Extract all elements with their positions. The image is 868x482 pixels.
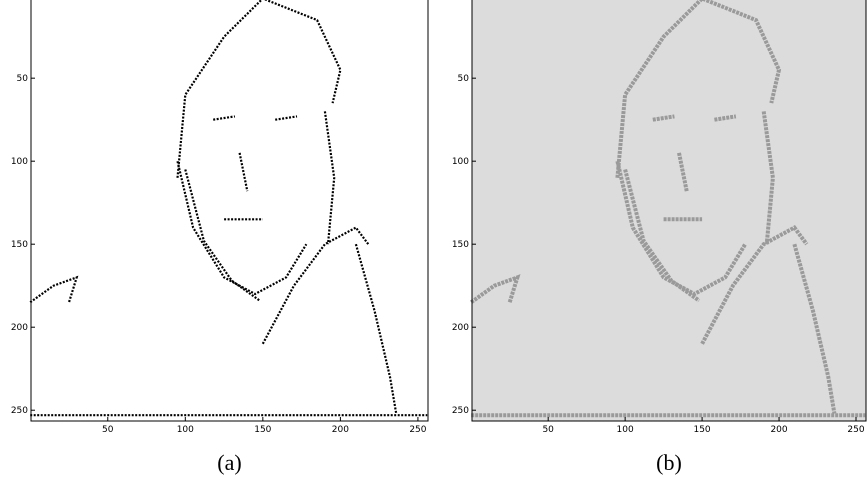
caption: (a): [217, 450, 241, 475]
x-tick-label: 50: [102, 425, 114, 435]
x-tick-label: 250: [409, 425, 426, 435]
y-tick-label: 150: [11, 240, 28, 250]
panel: 50 100 150 200 250 50 100 150 200 250 (a): [11, 0, 428, 475]
caption: (b): [656, 450, 682, 475]
y-tick-label: 250: [452, 406, 469, 416]
figure: 50 100 150 200 250 50 100 150 200 250 (a) 50 100 150 2…: [0, 0, 868, 482]
image: [472, 0, 866, 421]
x-tick-label: 250: [847, 425, 864, 435]
y-tick-label: 200: [11, 323, 28, 333]
y-tick-label: 50: [458, 74, 470, 84]
x-tick-label: 100: [617, 425, 634, 435]
x-tick-label: 150: [254, 425, 271, 435]
y-tick-label: 150: [452, 240, 469, 250]
panel: 50 100 150 200 250 50 100 150 200 250 (b): [452, 0, 866, 475]
x-tick-label: 200: [770, 425, 787, 435]
x-tick-label: 150: [693, 425, 710, 435]
y-tick-label: 250: [11, 406, 28, 416]
x-tick-label: 200: [332, 425, 349, 435]
y-tick-label: 50: [17, 74, 29, 84]
y-tick-label: 200: [452, 323, 469, 333]
y-tick-label: 100: [11, 157, 28, 167]
x-tick-label: 50: [542, 425, 554, 435]
x-tick-label: 100: [177, 425, 194, 435]
y-tick-label: 100: [452, 157, 469, 167]
image: [31, 0, 428, 421]
